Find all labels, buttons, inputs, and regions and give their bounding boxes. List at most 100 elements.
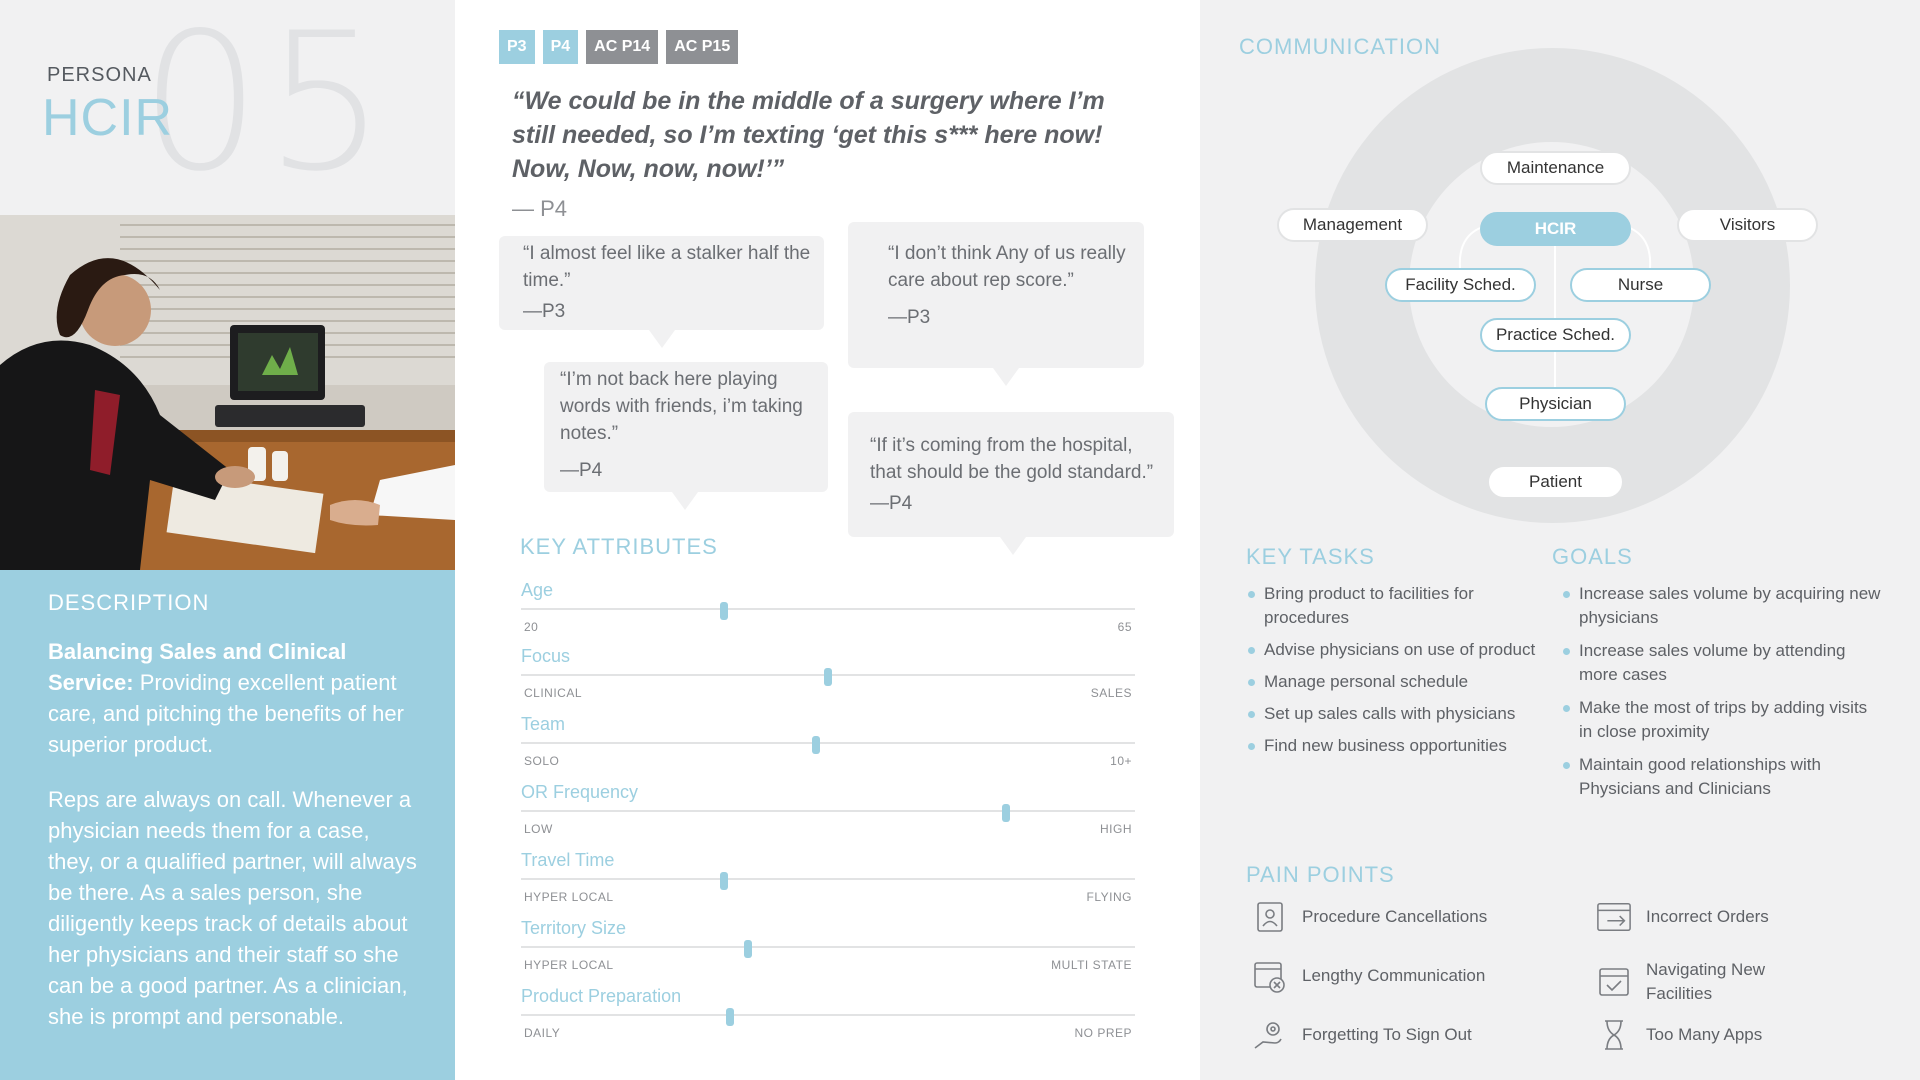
attribute-high: 10+ — [1110, 754, 1132, 768]
attribute-team: Team SOLO 10+ — [521, 714, 1135, 768]
attribute-name: Team — [521, 714, 566, 734]
track-line — [521, 810, 1135, 812]
track-line — [521, 1014, 1135, 1016]
quote-bubble: “If it’s coming from the hospital, that … — [848, 412, 1174, 555]
description-lead: Balancing Sales and Clinical Service: Pr… — [48, 636, 417, 760]
tag-ac-p14: AC P14 — [586, 30, 659, 64]
attribute-handle — [824, 668, 832, 686]
attribute-high: MULTI STATE — [1051, 958, 1132, 972]
quote-attribution: —P4 — [870, 493, 913, 514]
node-visitors: Visitors — [1677, 208, 1818, 242]
quote-attribution: —P3 — [888, 307, 931, 328]
node-hcir: HCIR — [1480, 212, 1631, 246]
attribute-age: Age 20 65 — [521, 580, 1135, 634]
main-quote-attribution: — P4 — [512, 196, 568, 221]
attribute-handle — [1002, 804, 1011, 822]
attribute-name: Territory Size — [521, 918, 627, 938]
track-line — [521, 878, 1135, 880]
attribute-name: OR Frequency — [521, 782, 639, 802]
list-item: Set up sales calls with physicians — [1246, 702, 1546, 726]
list-item: Advise physicians on use of product — [1246, 638, 1546, 662]
attribute-focus: Focus CLINICAL SALES — [521, 646, 1135, 700]
pain-point-label: Procedure Cancellations — [1302, 907, 1488, 926]
pain-point-label: Too Many Apps — [1646, 1025, 1763, 1044]
quote-bubble: “I almost feel like a stalker half the t… — [499, 236, 824, 348]
attribute-or-frequency: OR Frequency LOW HIGH — [521, 782, 1135, 836]
attribute-handle — [719, 872, 728, 890]
description-lead-rest: Providing excellent patient care, and pi… — [48, 670, 404, 757]
quote-attribution: —P4 — [560, 460, 603, 481]
list-item: Maintain good relationships with Physici… — [1561, 753, 1881, 801]
quote-text: “I almost feel like a stalker half the t… — [523, 243, 811, 291]
pain-point-item: Forgetting To Sign Out — [1252, 1017, 1472, 1053]
node-patient: Patient — [1487, 465, 1624, 499]
hourglass-icon — [1596, 1017, 1632, 1053]
hand-gear-icon — [1252, 1017, 1288, 1053]
pain-point-label: Lengthy Communication — [1302, 966, 1486, 985]
attribute-track — [521, 602, 1135, 620]
node-nurse: Nurse — [1570, 268, 1711, 302]
node-facility-sched: Facility Sched. — [1385, 268, 1536, 302]
tag-p3: P3 — [499, 30, 535, 64]
tag-p4: P4 — [542, 30, 579, 64]
quote-bubble: “I don’t think Any of us really care abo… — [848, 222, 1144, 386]
attribute-track — [521, 668, 1135, 686]
quote-bubble: “I’m not back here playing words with fr… — [544, 362, 828, 510]
pain-point-label: Forgetting To Sign Out — [1302, 1025, 1472, 1044]
pain-point-label: Navigating New Facilities — [1646, 960, 1766, 1003]
persona-photo — [0, 215, 455, 570]
attribute-low: CLINICAL — [524, 686, 583, 700]
pain-point-item: Incorrect Orders — [1596, 899, 1769, 935]
attribute-name: Product Preparation — [521, 986, 682, 1006]
goals-list: Increase sales volume by acquiring new p… — [1561, 582, 1881, 810]
list-item: Increase sales volume by acquiring new p… — [1561, 582, 1881, 630]
persona-label: PERSONA — [47, 64, 152, 86]
list-item: Manage personal schedule — [1246, 670, 1546, 694]
list-item: Bring product to facilities for procedur… — [1246, 582, 1546, 630]
attribute-handle — [811, 736, 820, 754]
attribute-territory-size: Territory Size HYPER LOCAL MULTI STATE — [521, 918, 1135, 972]
communication-title: COMMUNICATION — [1239, 34, 1442, 59]
quote-text: “If it’s coming from the hospital, that … — [870, 435, 1154, 483]
node-management: Management — [1277, 208, 1428, 242]
pain-point-item: Lengthy Communication — [1252, 958, 1485, 994]
pain-point-item: Too Many Apps — [1596, 1017, 1762, 1053]
attribute-track — [521, 872, 1135, 890]
attribute-high: NO PREP — [1074, 1026, 1132, 1040]
attribute-low: HYPER LOCAL — [524, 890, 614, 904]
attribute-travel-time: Travel Time HYPER LOCAL FLYING — [521, 850, 1135, 904]
persona-name: HCIR — [42, 89, 174, 147]
quote-text: “I don’t think Any of us really care abo… — [888, 243, 1126, 291]
attribute-high: FLYING — [1086, 890, 1132, 904]
attribute-name: Focus — [521, 646, 571, 666]
quote-text: “I’m not back here playing words with fr… — [560, 369, 803, 444]
participant-tags: P3 P4 AC P14 AC P15 — [499, 30, 739, 64]
pain-points-title: PAIN POINTS — [1246, 862, 1395, 887]
list-item: Find new business opportunities — [1246, 734, 1546, 758]
pain-point-item: Procedure Cancellations — [1252, 899, 1487, 935]
pain-point-item: Navigating New Facilities — [1596, 958, 1786, 1006]
persona-panel: 05 PERSONA HCIR — [0, 0, 455, 1080]
attribute-high: SALES — [1090, 686, 1132, 700]
key-tasks-title: KEY TASKS — [1246, 544, 1375, 569]
tag-ac-p15: AC P15 — [666, 30, 739, 64]
window-arrow-icon — [1596, 899, 1632, 935]
description-heading: DESCRIPTION — [48, 590, 210, 615]
main-quote: “We could be in the middle of a surgery … — [512, 87, 1105, 183]
attribute-track — [521, 1008, 1135, 1026]
quote-attribution: —P3 — [523, 301, 566, 322]
description-body: Reps are always on call. Whenever a phys… — [48, 787, 417, 1029]
calendar-x-icon — [1252, 958, 1288, 994]
attribute-product-preparation: Product Preparation DAILY NO PREP — [521, 986, 1135, 1040]
attribute-name: Travel Time — [521, 850, 615, 870]
attribute-low: SOLO — [524, 754, 560, 768]
persona-number: 05 — [140, 0, 390, 213]
goals-title: GOALS — [1552, 544, 1633, 569]
attribute-name: Age — [521, 580, 554, 600]
calendar-check-icon — [1596, 964, 1632, 1000]
attribute-low: HYPER LOCAL — [524, 958, 614, 972]
attribute-low: DAILY — [524, 1026, 561, 1040]
pain-point-label: Incorrect Orders — [1646, 907, 1769, 926]
node-maintenance: Maintenance — [1480, 151, 1631, 185]
list-item: Increase sales volume by attending more … — [1561, 639, 1881, 687]
